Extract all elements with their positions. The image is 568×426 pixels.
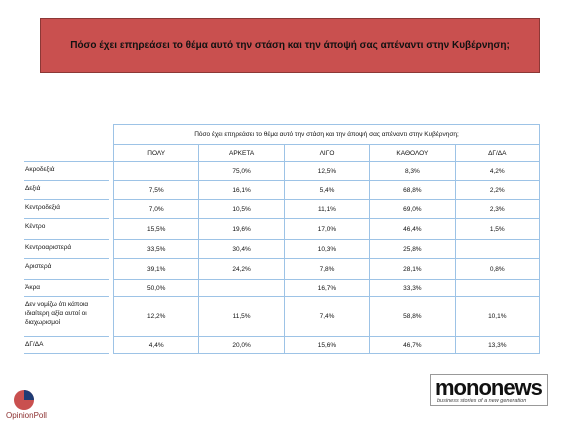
table-cell: 11,5% <box>198 297 284 337</box>
table-cell: 69,0% <box>369 200 455 219</box>
opinionpoll-text: OpinionPoll <box>6 411 47 420</box>
table-cell: 12,5% <box>283 162 370 181</box>
table-cell: 2,2% <box>454 181 540 200</box>
table-cell: 7,4% <box>283 297 370 337</box>
table-cell: 24,2% <box>198 259 284 280</box>
row-label: Ακροδεξιά <box>24 162 109 181</box>
row-label: Δεξιά <box>24 181 109 200</box>
table-cell: 10,3% <box>283 240 370 259</box>
table-cell: 15,6% <box>283 337 370 354</box>
table-cell: 12,2% <box>113 297 199 337</box>
table-cell: 7,0% <box>113 200 199 219</box>
table-cell: 8,3% <box>369 162 455 181</box>
table-cell <box>454 240 540 259</box>
table-cell: 1,5% <box>454 219 540 240</box>
table-cell: 4,4% <box>113 337 199 354</box>
table-cell: 15,5% <box>113 219 199 240</box>
column-header: ΠΟΛΥ <box>113 145 199 162</box>
table-cell <box>113 162 199 181</box>
table-cell: 10,1% <box>454 297 540 337</box>
table-cell: 10,5% <box>198 200 284 219</box>
table-cell: 2,3% <box>454 200 540 219</box>
mononews-logo: mononews business stories of a new gener… <box>430 374 548 406</box>
table-cell: 16,7% <box>283 280 370 297</box>
table-cell: 68,8% <box>369 181 455 200</box>
row-label: Κεντροδεξιά <box>24 200 109 219</box>
table-cell: 46,4% <box>369 219 455 240</box>
table-cell: 25,8% <box>369 240 455 259</box>
row-label: Κέντρο <box>24 219 109 240</box>
table-cell: 4,2% <box>454 162 540 181</box>
table-cell: 50,0% <box>113 280 199 297</box>
table-cell: 75,0% <box>198 162 284 181</box>
table-cell <box>198 280 284 297</box>
row-label: Δεν νομίζω ότι κάποια ιδιαίτερη αξία αυτ… <box>24 297 109 337</box>
column-header: ΚΑΘΟΛΟΥ <box>369 145 455 162</box>
table-cell: 11,1% <box>283 200 370 219</box>
table-cell: 13,3% <box>454 337 540 354</box>
table-cell: 17,0% <box>283 219 370 240</box>
table-cell: 39,1% <box>113 259 199 280</box>
table-cell: 33,3% <box>369 280 455 297</box>
logo-tagline: business stories of a new generation <box>437 398 527 404</box>
table-cell: 46,7% <box>369 337 455 354</box>
table-cell: 19,6% <box>198 219 284 240</box>
table-cell <box>454 280 540 297</box>
table-cell: 28,1% <box>369 259 455 280</box>
row-label: Αριστερά <box>24 259 109 280</box>
row-label: ΔΓ/ΔΑ <box>24 337 109 354</box>
table-title: Πόσο έχει επηρεάσει το θέμα αυτό την στά… <box>113 124 540 145</box>
table-cell: 7,5% <box>113 181 199 200</box>
table-cell: 58,8% <box>369 297 455 337</box>
table-cell: 33,5% <box>113 240 199 259</box>
column-header: ΛΙΓΟ <box>283 145 370 162</box>
column-header: ΔΓ/ΔΑ <box>454 145 540 162</box>
table-cell: 30,4% <box>198 240 284 259</box>
slide-title: Πόσο έχει επηρεάσει το θέμα αυτό την στά… <box>40 18 540 73</box>
logo-text: mononews <box>435 375 543 400</box>
row-label: Άκρα <box>24 280 109 297</box>
row-label: Κεντροαριστερά <box>24 240 109 259</box>
table-cell: 20,0% <box>198 337 284 354</box>
table-cell: 0,8% <box>454 259 540 280</box>
table-cell: 7,8% <box>283 259 370 280</box>
table-cell: 16,1% <box>198 181 284 200</box>
header-spacer <box>24 145 113 162</box>
opinionpoll-icon <box>14 390 34 410</box>
column-header: ΑΡΚΕΤΑ <box>198 145 284 162</box>
table-cell: 5,4% <box>283 181 370 200</box>
